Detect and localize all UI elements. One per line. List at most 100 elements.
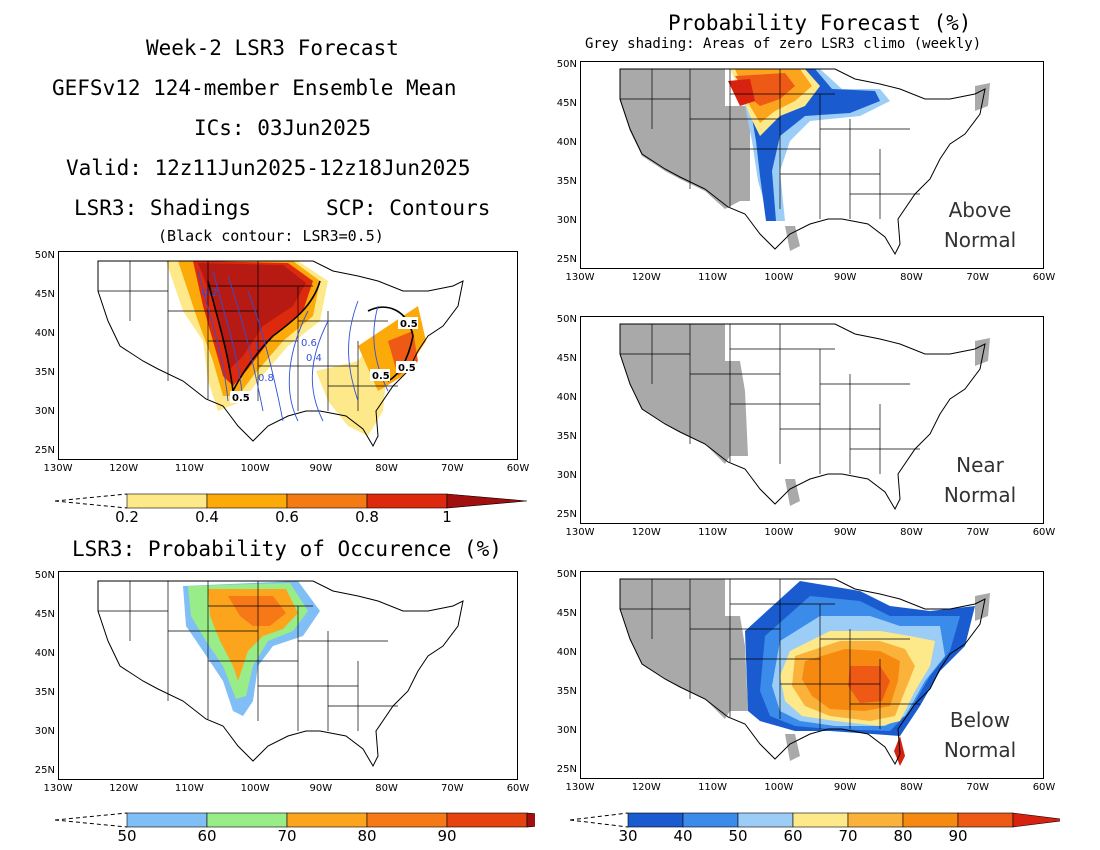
lat-tick-label: 30N: [556, 470, 577, 481]
colorbar-tick-label: 50: [728, 827, 748, 845]
lon-tick-label: 120W: [631, 527, 661, 538]
colorbar-under-wedge: [55, 812, 128, 828]
colorbar-tick-label: 70: [277, 827, 297, 845]
lat-tick-label: 40N: [34, 328, 55, 339]
lat-tick-label: 35N: [34, 367, 55, 378]
below-normal-line1: Below: [949, 708, 1011, 732]
lon-tick-label: 90W: [309, 463, 333, 474]
lat-tick-label: 40N: [34, 648, 55, 659]
lsr3-map: 0.5 0.5 0.5 0.5 0.2 0.4 0.6 0.8 1: [58, 251, 518, 460]
lon-tick-label: 70W: [440, 463, 464, 474]
lon-tick-label: 120W: [631, 782, 661, 793]
near-normal-line1: Near: [956, 453, 1004, 477]
contour-label: 1: [254, 341, 260, 352]
lon-tick-label: 90W: [833, 782, 857, 793]
colorbar-segment: [957, 812, 1014, 828]
colorbar-under-wedge: [55, 493, 128, 509]
colorbar-segment: [366, 493, 448, 509]
contour-label: 0.6: [301, 338, 317, 349]
lon-tick-label: 130W: [43, 463, 73, 474]
lon-tick-label: 110W: [698, 782, 728, 793]
colorbar-segment: [126, 812, 208, 828]
colorbar-segment: [627, 812, 684, 828]
prob-forecast-title: Probability Forecast (%): [668, 11, 972, 35]
colorbar-segment: [1012, 812, 1060, 828]
lon-tick-label: 100W: [764, 782, 794, 793]
title-line-2: GEFSv12 124-member Ensemble Mean: [52, 76, 457, 100]
lat-tick-label: 45N: [34, 289, 55, 300]
lon-tick-label: 100W: [764, 272, 794, 283]
lon-tick-label: 130W: [565, 527, 595, 538]
lon-tick-label: 90W: [309, 783, 333, 794]
contour-label: 0.5: [232, 393, 250, 404]
lon-tick-label: 70W: [966, 272, 990, 283]
lon-tick-label: 130W: [565, 782, 595, 793]
lon-tick-label: 60W: [1032, 782, 1056, 793]
colorbar-segment: [286, 493, 368, 509]
lat-tick-label: 50N: [556, 314, 577, 325]
contour-label: 0.2: [202, 288, 218, 299]
colorbar-tick-label: 80: [893, 827, 913, 845]
title-line-1: Week-2 LSR3 Forecast: [146, 36, 399, 60]
lat-tick-label: 40N: [556, 392, 577, 403]
lat-tick-label: 35N: [556, 431, 577, 442]
colorbar-segment: [902, 812, 959, 828]
forecast-colorbar: [570, 812, 1060, 828]
lat-tick-label: 30N: [34, 726, 55, 737]
colorbar-segment: [792, 812, 849, 828]
below-normal-line2: Normal: [943, 738, 1017, 762]
contour-label: 0.5: [398, 363, 416, 374]
colorbar-tick-label: 60: [783, 827, 803, 845]
colorbar-segment: [206, 493, 288, 509]
above-normal-line2: Normal: [943, 228, 1017, 252]
lon-tick-label: 100W: [240, 783, 270, 794]
lat-tick-label: 25N: [556, 509, 577, 520]
colorbar-tick-label: 1: [442, 508, 452, 526]
above-normal-label: Above Normal: [925, 195, 1035, 255]
lon-tick-label: 60W: [1032, 272, 1056, 283]
lat-tick-label: 50N: [34, 250, 55, 261]
lon-tick-label: 130W: [565, 272, 595, 283]
colorbar-segment: [446, 812, 528, 828]
lon-tick-label: 70W: [966, 782, 990, 793]
contour-label: 0.5: [400, 319, 418, 330]
black-contour-note: (Black contour: LSR3=0.5): [158, 227, 384, 245]
lat-tick-label: 50N: [34, 570, 55, 581]
contour-label: 0.5: [372, 371, 390, 382]
title-line-4: Valid: 12z11Jun2025-12z18Jun2025: [66, 156, 471, 180]
contour-label: 0.8: [258, 373, 274, 384]
lon-tick-label: 100W: [240, 463, 270, 474]
lat-tick-label: 35N: [556, 176, 577, 187]
lon-tick-label: 80W: [375, 463, 398, 474]
colorbar-under-wedge: [570, 812, 629, 828]
colorbar-segment: [286, 812, 368, 828]
lat-tick-label: 40N: [556, 137, 577, 148]
lon-tick-label: 90W: [833, 527, 857, 538]
lat-tick-label: 30N: [556, 215, 577, 226]
occurrence-map: [58, 571, 518, 780]
colorbar-tick-label: 40: [673, 827, 693, 845]
above-normal-map: [580, 61, 1044, 269]
title-line-3: ICs: 03Jun2025: [194, 116, 372, 140]
contour-label: 0.4: [306, 353, 322, 364]
colorbar-segment: [682, 812, 739, 828]
lon-tick-label: 130W: [43, 783, 73, 794]
colorbar-tick-label: 0.4: [195, 508, 219, 526]
colorbar-tick-label: 90: [437, 827, 457, 845]
colorbar-tick-label: 0.8: [355, 508, 379, 526]
occurrence-title: LSR3: Probability of Occurence (%): [72, 537, 502, 561]
colorbar-segment: [206, 812, 288, 828]
lat-tick-label: 35N: [556, 686, 577, 697]
lon-tick-label: 110W: [174, 463, 204, 474]
lat-tick-label: 25N: [34, 445, 55, 456]
lat-tick-label: 40N: [556, 647, 577, 658]
contours-label: SCP: Contours: [326, 196, 491, 220]
lon-tick-label: 110W: [174, 783, 204, 794]
lon-tick-label: 80W: [900, 272, 923, 283]
lat-tick-label: 45N: [556, 608, 577, 619]
colorbar-segment: [737, 812, 794, 828]
lon-tick-label: 70W: [966, 527, 990, 538]
occurrence-colorbar: [55, 812, 535, 828]
near-normal-map: [580, 316, 1044, 524]
colorbar-tick-label: 30: [618, 827, 638, 845]
